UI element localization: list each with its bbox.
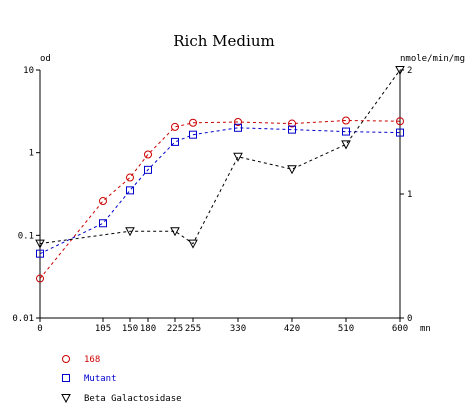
data-point-beta-galactosidase [287,165,297,175]
data-point-mutant [288,125,296,134]
x-tick-label: 255 [185,324,201,334]
data-point-168 [234,117,242,126]
x-tick-label: 150 [122,324,138,334]
y-left-tick-label: 0.1 [18,231,34,241]
data-point-mutant [234,123,242,132]
data-point-168 [36,274,44,283]
legend-symbol-mutant [62,374,70,382]
series-beta-galactosidase [35,66,405,249]
x-tick-label: 600 [392,324,408,334]
data-point-beta-galactosidase [125,227,135,237]
series-layer [35,66,405,283]
chart-title: Rich Medium [173,32,274,50]
data-point-168 [288,119,296,128]
x-tick-label: 0 [37,324,42,334]
x-tick-label: 225 [167,324,183,334]
data-point-mutant [396,128,404,137]
data-point-mutant [144,165,152,174]
data-point-mutant [126,186,134,195]
data-point-mutant [189,130,197,139]
y-left-axis-ticks: 0.01 0.1 1 10 [12,66,40,324]
legend-symbol-beta-galactosidase [61,394,71,404]
series-mutant [36,123,404,258]
y-right-tick-label: 2 [407,66,412,76]
y-right-axis-ticks: 0 1 2 [400,66,412,324]
series-line-beta-galactosidase [39,69,401,245]
legend-marker-beta-galactosidase [61,394,71,404]
data-point-mutant [171,137,179,146]
x-tick-label: 105 [95,324,111,334]
data-point-mutant [342,127,350,136]
x-axis-label: mn [420,324,431,334]
legend: 168 Mutant Beta Galactosidase [61,355,182,404]
y-left-axis-label: od [40,54,51,64]
y-left-tick-label: 1 [29,149,34,159]
x-axis-ticks: 0 105 150 180 225 255 330 420 510 600 [37,318,408,334]
legend-label-mutant: Mutant [84,374,117,384]
x-tick-label: 180 [140,324,156,334]
x-tick-label: 420 [284,324,300,334]
data-point-168 [99,197,107,206]
legend-label-beta-galactosidase: Beta Galactosidase [84,394,182,404]
data-point-beta-galactosidase [341,140,351,150]
y-right-tick-label: 0 [407,314,412,324]
data-point-168 [342,116,350,125]
data-point-168 [396,117,404,126]
y-left-tick-label: 10 [23,66,34,76]
data-point-168 [144,150,152,159]
series-168 [36,116,404,283]
data-point-beta-galactosidase [35,239,45,249]
data-point-beta-galactosidase [395,66,405,76]
data-point-beta-galactosidase [188,239,198,249]
y-left-tick-label: 0.01 [12,314,34,324]
legend-symbol-168 [62,355,70,363]
x-tick-label: 510 [338,324,354,334]
data-point-mutant [36,249,44,258]
legend-label-168: 168 [84,355,100,365]
y-right-tick-label: 1 [407,190,412,200]
x-tick-label: 330 [230,324,246,334]
data-point-mutant [99,219,107,228]
data-point-beta-galactosidase [170,227,180,237]
data-point-168 [189,118,197,127]
data-point-168 [126,173,134,182]
data-point-168 [171,122,179,131]
series-line-168 [39,119,401,279]
y-right-axis-label: nmole/min/mg [400,54,465,64]
legend-marker-168 [62,355,70,363]
series-line-mutant [39,127,401,255]
data-point-beta-galactosidase [233,152,243,162]
legend-marker-mutant [62,374,70,382]
